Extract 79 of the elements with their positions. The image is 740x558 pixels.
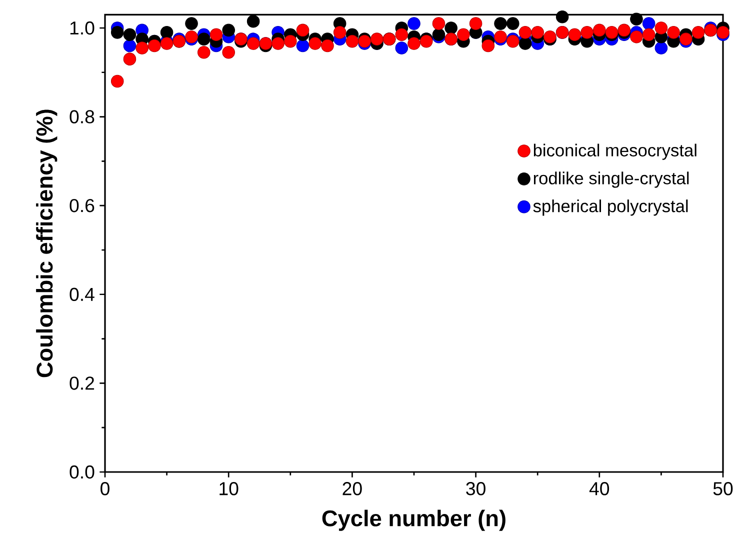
point xyxy=(618,24,631,37)
legend-label: rodlike single-crystal xyxy=(534,172,689,188)
point xyxy=(494,17,507,30)
y-tick-label: 0.2 xyxy=(70,376,94,390)
point xyxy=(630,12,643,26)
point xyxy=(506,17,520,30)
point xyxy=(667,26,680,39)
point xyxy=(185,30,198,44)
point xyxy=(518,26,532,39)
point xyxy=(716,26,730,39)
y-axis-title: Coulombic efficiency (%) xyxy=(36,110,58,378)
point xyxy=(531,26,544,39)
point xyxy=(556,10,569,24)
point xyxy=(457,28,470,42)
point xyxy=(544,30,556,44)
point xyxy=(420,34,433,48)
y-tick-label: 0.0 xyxy=(70,465,94,479)
point xyxy=(358,34,371,48)
point xyxy=(185,17,198,30)
point xyxy=(605,26,618,39)
point xyxy=(395,28,408,42)
x-tick-label: 30 xyxy=(466,482,486,496)
point xyxy=(580,26,594,39)
point xyxy=(136,42,148,54)
point xyxy=(370,32,384,46)
point xyxy=(148,39,161,52)
legend-label: biconical mesocrystal xyxy=(534,144,696,160)
point xyxy=(123,28,136,42)
y-tick-label: 0.4 xyxy=(70,288,94,302)
point xyxy=(246,37,260,50)
point xyxy=(692,26,705,39)
point xyxy=(642,17,656,30)
x-tick-label: 0 xyxy=(100,482,110,496)
point xyxy=(630,30,643,44)
x-tick-label: 10 xyxy=(220,482,238,496)
point xyxy=(308,37,322,50)
point xyxy=(518,37,532,50)
point xyxy=(197,46,210,59)
point xyxy=(123,39,136,52)
point xyxy=(568,28,582,42)
point xyxy=(654,22,668,34)
legend-label: spherical polycrystal xyxy=(533,200,688,216)
point xyxy=(272,37,284,50)
point xyxy=(469,17,482,30)
point xyxy=(395,42,408,54)
point xyxy=(222,46,235,59)
x-tick-label: 20 xyxy=(342,482,362,496)
point xyxy=(110,74,124,88)
x-tick-label: 40 xyxy=(589,482,610,496)
point xyxy=(123,52,136,66)
point xyxy=(296,39,310,52)
point xyxy=(321,39,334,52)
point xyxy=(246,14,260,28)
point xyxy=(506,34,520,48)
point xyxy=(197,32,210,46)
point xyxy=(296,24,310,37)
point xyxy=(210,28,223,42)
y-tick-label: 0.6 xyxy=(70,198,94,212)
point xyxy=(333,26,346,39)
point xyxy=(408,17,420,30)
point xyxy=(408,37,420,50)
point xyxy=(222,24,235,37)
x-axis-title: Cycle number (n) xyxy=(322,510,506,531)
point xyxy=(482,39,495,52)
y-tick-label: 1.0 xyxy=(70,21,94,35)
x-tick-label: 50 xyxy=(713,482,733,496)
point xyxy=(680,32,692,46)
y-tick-label: 0.8 xyxy=(70,110,94,124)
point xyxy=(160,37,174,50)
point xyxy=(284,34,297,48)
point xyxy=(592,24,606,37)
point xyxy=(346,34,359,48)
point xyxy=(110,26,124,39)
point xyxy=(160,26,174,39)
point xyxy=(432,17,446,30)
point xyxy=(654,42,668,54)
point xyxy=(642,28,656,42)
point xyxy=(494,30,507,44)
point xyxy=(444,22,458,34)
